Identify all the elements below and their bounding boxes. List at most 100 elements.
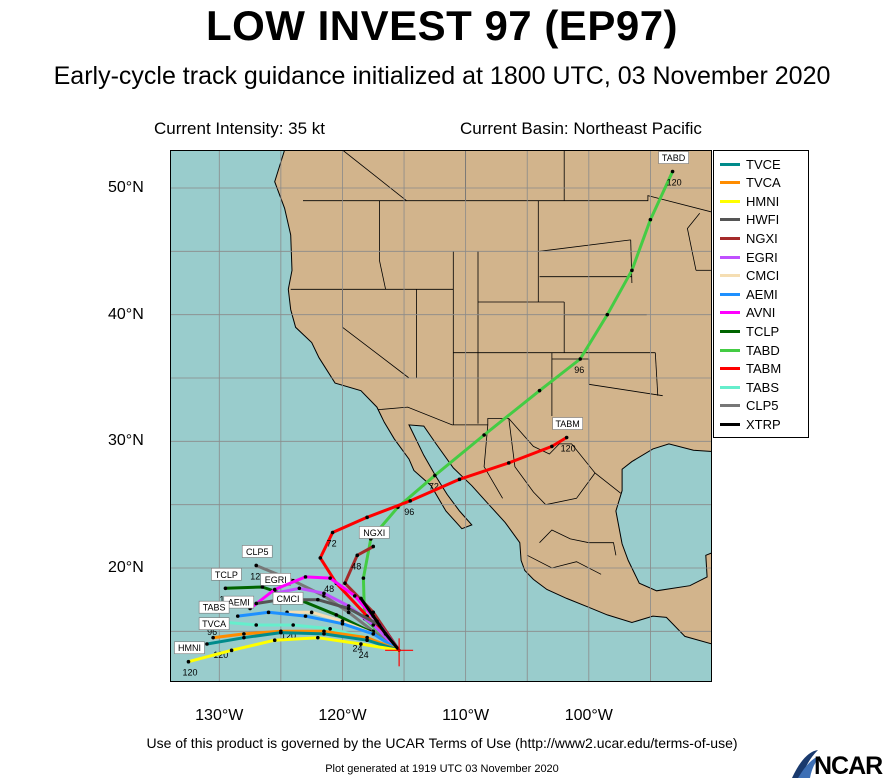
track-tag-label: TABM <box>555 419 579 429</box>
track-point <box>359 596 363 601</box>
legend-item-tabs: TABS <box>720 378 779 396</box>
map-title: LOW INVEST 97 (EP97) <box>205 2 679 49</box>
track-point <box>328 576 332 580</box>
track-point <box>371 632 376 636</box>
track-aemi: AEMI <box>223 595 401 652</box>
latitude-label: 30°N <box>108 432 144 450</box>
track-point <box>371 544 376 549</box>
track-point <box>670 169 675 174</box>
track-point <box>433 473 437 478</box>
track-point <box>318 556 323 560</box>
legend-swatch <box>720 311 740 315</box>
track-point <box>211 635 215 640</box>
track-point <box>254 563 259 568</box>
political-border <box>342 150 407 202</box>
track-point <box>506 461 511 465</box>
forecast-hour-label: 72 <box>327 539 337 549</box>
legend-item-tvca: TVCA <box>720 174 781 192</box>
track-point <box>291 623 295 627</box>
track-point <box>322 591 326 596</box>
legend-label: TVCA <box>746 175 781 191</box>
track-point <box>630 268 634 273</box>
current-intensity: Current Intensity: 35 kt <box>154 119 326 138</box>
legend-swatch <box>720 181 740 185</box>
track-point <box>279 630 283 635</box>
legend-item-xtrp: XTRP <box>720 415 781 433</box>
legend-swatch <box>720 404 740 408</box>
track-point <box>334 613 339 617</box>
legend-item-tclp: TCLP <box>720 322 779 340</box>
track-tag-box <box>358 526 390 539</box>
track-tag-label: HMNI <box>178 643 201 653</box>
track-line <box>187 636 401 664</box>
track-tag-label: TCLP <box>215 570 238 580</box>
track-point <box>272 638 277 642</box>
latitude-label: 20°N <box>108 559 144 576</box>
track-point <box>322 632 326 636</box>
legend-swatch <box>720 236 740 240</box>
legend-label: TVCE <box>746 156 781 172</box>
track-point <box>343 581 347 585</box>
political-border <box>630 239 633 284</box>
track-tvca: 120 TVCA <box>198 617 401 660</box>
forecast-hour-label: 96 <box>574 365 584 375</box>
legend-swatch <box>720 422 740 426</box>
forecast-hour-label: 48 <box>324 584 334 594</box>
map-subtitle: Early-cycle track guidance initialized a… <box>53 62 831 90</box>
legend-label: CLP5 <box>746 398 779 414</box>
track-tag-box <box>658 151 689 164</box>
land-area <box>274 150 712 645</box>
longitude-label: 130°W <box>195 707 244 724</box>
political-border <box>654 352 659 396</box>
political-border <box>378 406 622 494</box>
track-point <box>242 635 246 640</box>
track-point <box>383 632 388 636</box>
track-tag-box <box>241 545 273 558</box>
legend-swatch <box>720 329 740 333</box>
track-tag-box <box>211 567 242 581</box>
legend-swatch <box>720 292 740 296</box>
track-tag-label: TABS <box>203 603 226 613</box>
forecast-hour-label: 24 <box>359 650 369 660</box>
track-point <box>564 435 569 440</box>
track-point <box>322 629 326 634</box>
political-border <box>539 239 631 252</box>
track-line <box>236 610 401 652</box>
track-tag-box <box>198 600 230 614</box>
track-tag-box <box>174 641 205 655</box>
track-tabm: 72 96 120 TABM <box>318 417 583 652</box>
legend-item-clp5: CLP5 <box>720 397 779 415</box>
track-tag-box <box>260 573 292 586</box>
political-border <box>539 529 589 544</box>
track-tag-label: CLP5 <box>246 547 269 557</box>
track-point <box>309 610 314 615</box>
track-line <box>205 631 401 652</box>
track-tag-box <box>198 617 230 630</box>
legend-item-avni: AVNI <box>720 304 775 322</box>
track-point <box>266 610 271 615</box>
legend-item-tvce: TVCE <box>720 155 781 173</box>
forecast-hour-label: 120 <box>561 444 576 454</box>
track-tag-label: EGRI <box>265 575 287 585</box>
forecast-hour-label: 48 <box>351 561 361 571</box>
longitude-label: 100°W <box>564 707 613 724</box>
legend-label: CMCI <box>746 268 780 284</box>
track-line <box>211 629 401 652</box>
track-hmni: 120 HMNI <box>174 635 401 678</box>
ncar-logo-text: NCAR <box>814 752 883 780</box>
track-line <box>359 596 401 652</box>
legend-item-egri: EGRI <box>720 248 778 266</box>
track-tag-label: CMCI <box>277 594 300 604</box>
legend-swatch <box>720 348 740 352</box>
political-border <box>303 195 712 213</box>
legend-label: TABD <box>746 342 780 358</box>
latitude-label: 50°N <box>108 179 144 196</box>
legend-label: NGXI <box>746 230 778 246</box>
track-point <box>186 659 191 664</box>
legend-swatch <box>720 218 740 222</box>
track-point <box>260 585 265 589</box>
track-point <box>361 576 366 580</box>
track-point <box>303 614 308 618</box>
track-point <box>482 433 486 437</box>
